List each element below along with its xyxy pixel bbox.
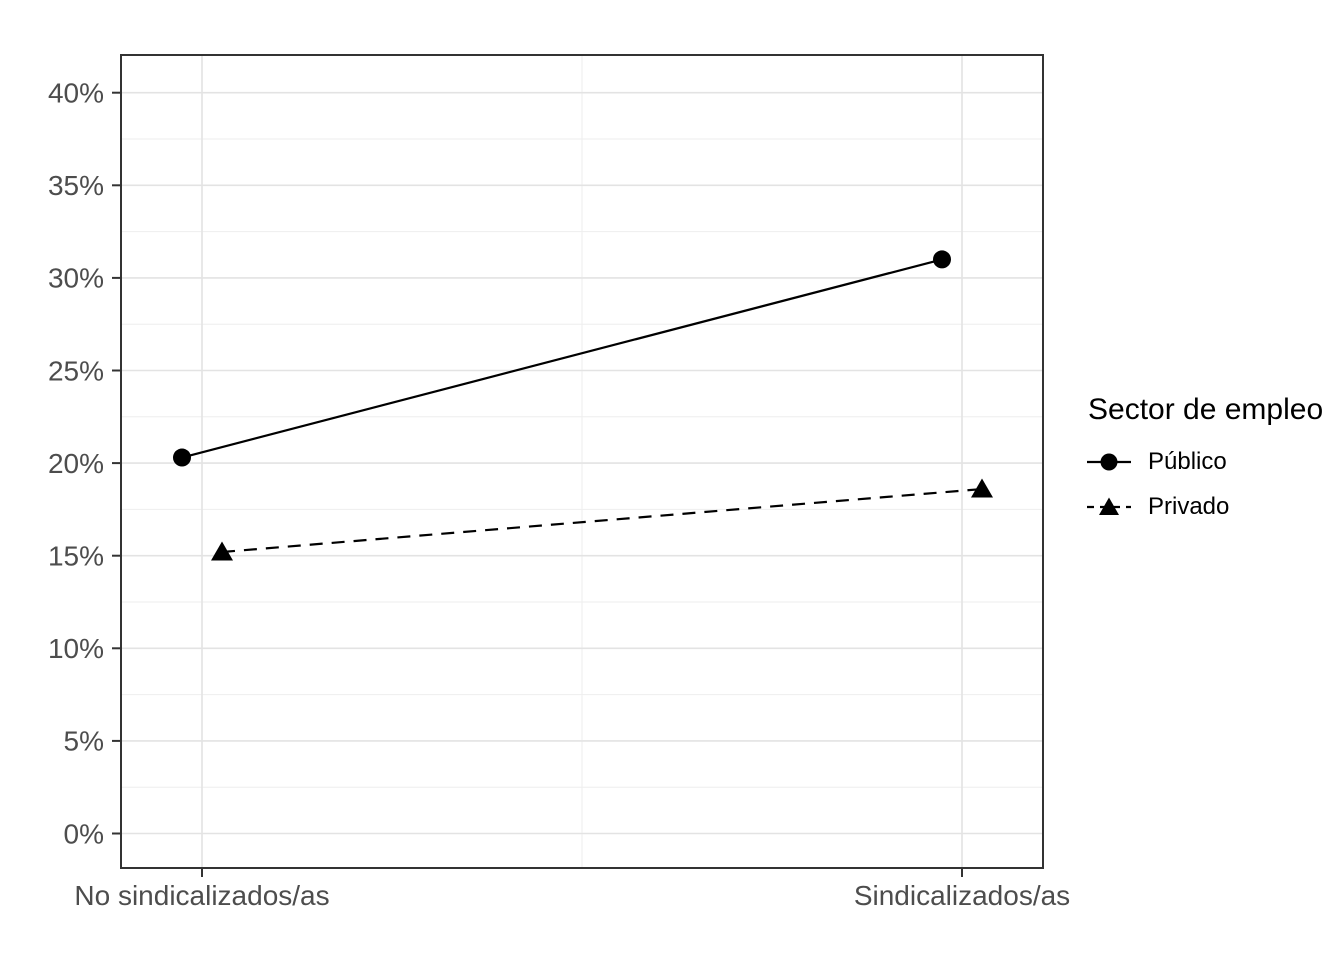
legend-key-circle-icon xyxy=(1087,453,1131,470)
x-tick-label: Sindicalizados/as xyxy=(854,880,1070,911)
data-point-circle xyxy=(173,448,191,467)
legend: Sector de empleo Público Privado xyxy=(1086,393,1323,529)
legend-item-label: Privado xyxy=(1148,492,1230,520)
y-tick-label: 30% xyxy=(48,263,104,294)
y-tick-label: 25% xyxy=(48,355,104,386)
legend-item: Privado xyxy=(1086,484,1323,529)
data-point-triangle xyxy=(211,541,233,561)
legend-title: Sector de empleo xyxy=(1088,393,1324,426)
legend-item: Público xyxy=(1086,439,1323,484)
y-tick-label: 0% xyxy=(64,818,104,849)
y-tick-label: 5% xyxy=(64,726,104,757)
data-point-circle xyxy=(933,250,951,269)
legend-items: Público Privado xyxy=(1086,439,1323,529)
x-tick-label: No sindicalizados/as xyxy=(74,880,329,911)
y-tick-label: 10% xyxy=(48,633,104,664)
legend-item-label: Público xyxy=(1148,447,1227,475)
y-tick-label: 15% xyxy=(48,541,104,572)
legend-key-triangle-icon xyxy=(1087,497,1131,515)
y-tick-label: 35% xyxy=(48,170,104,201)
panel-border xyxy=(120,54,1044,869)
series-line-publico xyxy=(181,258,943,459)
y-tick-label: 20% xyxy=(48,448,104,479)
data-point-triangle xyxy=(971,478,993,498)
y-tick-label: 40% xyxy=(48,78,104,109)
series-line-privado xyxy=(221,487,983,554)
